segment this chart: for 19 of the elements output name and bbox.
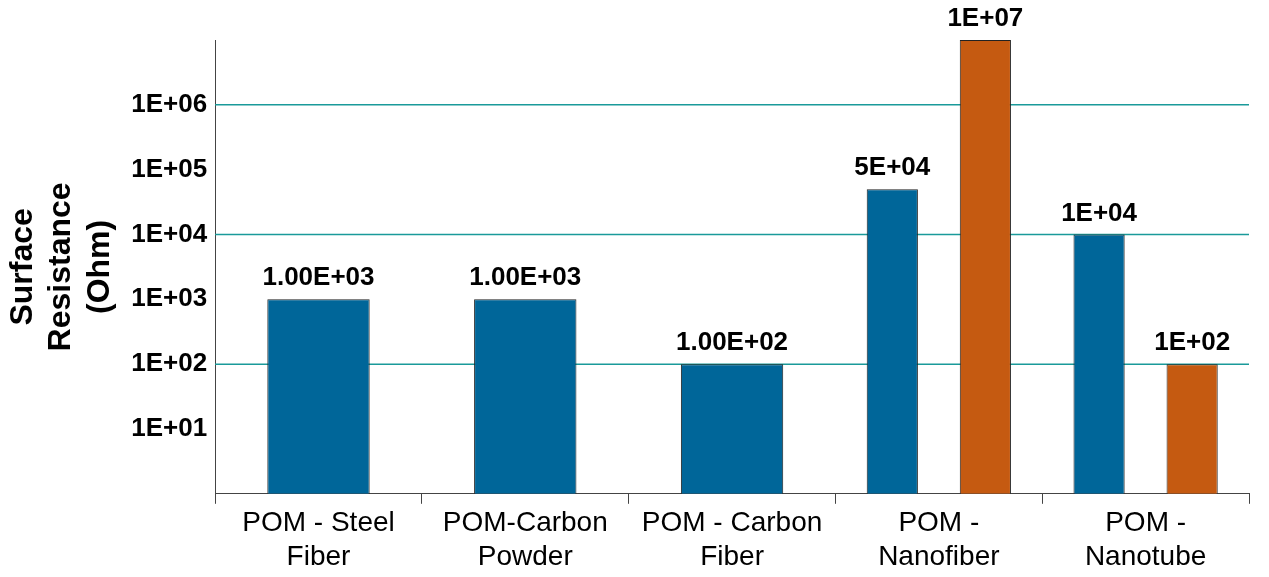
- y-tick-label: 1E+04: [131, 217, 208, 248]
- y-tick-label: 1E+02: [131, 347, 208, 378]
- x-tick-label: POM - Steel Fiber: [242, 506, 395, 571]
- x-tick-label: POM - Nanotube: [1084, 506, 1207, 571]
- y-tick-label: 1E+01: [131, 412, 208, 443]
- data-label: 1.00E+03: [262, 261, 375, 292]
- data-label: 1.00E+03: [469, 261, 582, 292]
- y-axis-title: Surface Resistance (Ohm): [3, 182, 116, 352]
- data-label: 1.00E+02: [676, 326, 789, 357]
- y-tick-label: 1E+05: [131, 152, 208, 183]
- y-tick-label: 1E+03: [131, 282, 208, 313]
- x-tick-label: POM - Nanofiber: [878, 506, 1000, 571]
- data-label: 5E+04: [854, 151, 931, 182]
- data-label: 1E+07: [947, 2, 1024, 33]
- x-tick-label: POM-Carbon Powder: [442, 506, 608, 571]
- data-label: 1E+02: [1154, 326, 1231, 357]
- x-tick-label: POM - Carbon Fiber: [641, 506, 823, 571]
- y-tick-label: 1E+06: [131, 88, 208, 118]
- data-label: 1E+04: [1061, 196, 1138, 227]
